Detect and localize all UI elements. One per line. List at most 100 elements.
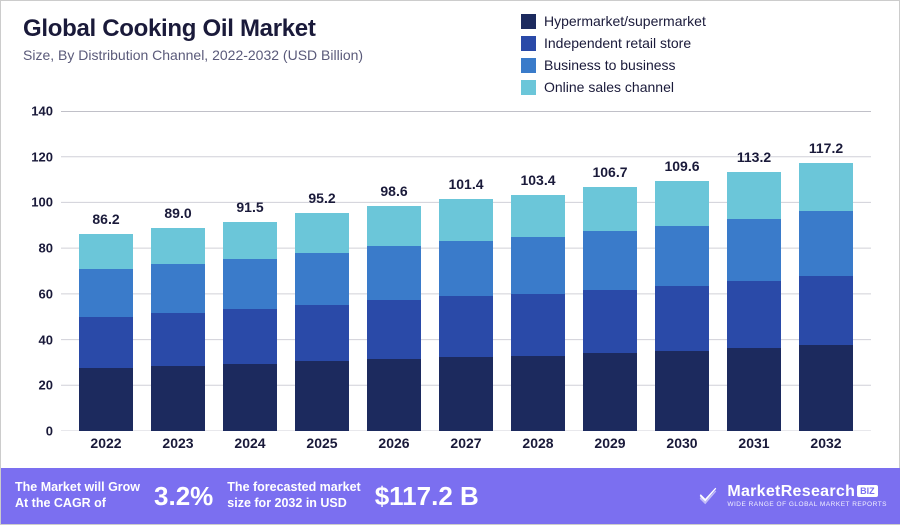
- y-tick-label: 120: [3, 149, 53, 164]
- bar-segment-b2b: [655, 226, 709, 286]
- checkmark-icon: [697, 485, 719, 507]
- bar-total-label: 117.2: [809, 140, 843, 156]
- y-tick-label: 100: [3, 195, 53, 210]
- legend-item: Independent retail store: [521, 33, 706, 53]
- x-tick-label: 2027: [450, 435, 481, 451]
- bar-segment-b2b: [223, 259, 277, 309]
- y-tick-label: 140: [3, 104, 53, 119]
- brand-text: MarketResearchBIZ WIDE RANGE OF GLOBAL M…: [727, 484, 887, 509]
- bar-segment-b2b: [583, 231, 637, 290]
- bar-segment-hypermarket: [223, 364, 277, 431]
- forecast-value: $117.2 B: [375, 481, 479, 512]
- x-tick-label: 2026: [378, 435, 409, 451]
- bar-segment-b2b: [79, 269, 133, 316]
- legend-swatch: [521, 80, 536, 95]
- chart-container: Global Cooking Oil Market Size, By Distr…: [0, 0, 900, 525]
- bar-segment-online: [583, 187, 637, 231]
- bar-segment-independent: [511, 294, 565, 355]
- legend-label: Online sales channel: [544, 77, 674, 97]
- bar-segment-hypermarket: [655, 351, 709, 431]
- chart-subtitle: Size, By Distribution Channel, 2022-2032…: [23, 47, 503, 63]
- bar-segment-independent: [727, 281, 781, 348]
- forecast-text: The forecasted marketsize for 2032 in US…: [227, 480, 360, 511]
- bar-total-label: 86.2: [92, 211, 119, 227]
- x-tick-label: 2032: [810, 435, 841, 451]
- bar-segment-online: [655, 181, 709, 226]
- y-tick-label: 60: [3, 286, 53, 301]
- bar-segment-b2b: [727, 219, 781, 281]
- bar-segment-online: [223, 222, 277, 259]
- x-tick-label: 2022: [90, 435, 121, 451]
- bar-segment-online: [79, 234, 133, 269]
- bar-segment-hypermarket: [79, 368, 133, 431]
- chart-area: 86.2 89.0 91.5 95.2 98.6 101.4 103.4 106.7 109.6…: [61, 111, 871, 431]
- y-tick-label: 80: [3, 241, 53, 256]
- x-tick-label: 2024: [234, 435, 265, 451]
- bar-total-label: 106.7: [592, 164, 627, 180]
- bar-segment-b2b: [799, 211, 853, 275]
- legend: Hypermarket/supermarketIndependent retai…: [521, 11, 706, 99]
- legend-swatch: [521, 36, 536, 51]
- bar-total-label: 109.6: [664, 158, 699, 174]
- bar-segment-b2b: [151, 264, 205, 313]
- cagr-value: 3.2%: [154, 481, 213, 512]
- bar-total-label: 91.5: [236, 199, 263, 215]
- footer-banner: The Market will GrowAt the CAGR of 3.2% …: [1, 468, 900, 524]
- bars: 86.2 89.0 91.5 95.2 98.6 101.4 103.4 106.7 109.6…: [61, 111, 871, 431]
- brand: MarketResearchBIZ WIDE RANGE OF GLOBAL M…: [697, 484, 887, 509]
- legend-item: Hypermarket/supermarket: [521, 11, 706, 31]
- chart-title: Global Cooking Oil Market: [23, 15, 503, 43]
- bar-segment-independent: [367, 300, 421, 359]
- bar-segment-independent: [151, 313, 205, 366]
- x-axis-labels: 2022 2023 2024 2025 2026 2027 2028 2029 2030 2031…: [61, 435, 871, 455]
- bar-segment-hypermarket: [511, 356, 565, 431]
- bar-total-label: 95.2: [308, 190, 335, 206]
- bar-segment-hypermarket: [151, 366, 205, 431]
- legend-swatch: [521, 58, 536, 73]
- bar-segment-online: [511, 195, 565, 238]
- bar-segment-b2b: [439, 241, 493, 297]
- bar-segment-independent: [439, 296, 493, 356]
- x-tick-label: 2025: [306, 435, 337, 451]
- y-tick-label: 20: [3, 378, 53, 393]
- bar-segment-independent: [295, 305, 349, 362]
- bar-segment-hypermarket: [295, 361, 349, 431]
- bar-segment-hypermarket: [727, 348, 781, 431]
- brand-tagline: WIDE RANGE OF GLOBAL MARKET REPORTS: [727, 502, 887, 509]
- bar-segment-hypermarket: [583, 353, 637, 431]
- bar-segment-online: [727, 172, 781, 219]
- legend-label: Independent retail store: [544, 33, 691, 53]
- brand-name: MarketResearch: [727, 483, 855, 500]
- bar-segment-independent: [655, 286, 709, 351]
- bar-segment-online: [799, 163, 853, 211]
- bar-segment-independent: [223, 309, 277, 364]
- legend-swatch: [521, 14, 536, 29]
- y-tick-label: 40: [3, 332, 53, 347]
- legend-item: Online sales channel: [521, 77, 706, 97]
- bar-segment-b2b: [295, 253, 349, 305]
- legend-label: Business to business: [544, 55, 676, 75]
- brand-suffix: BIZ: [857, 485, 878, 497]
- x-tick-label: 2029: [594, 435, 625, 451]
- x-tick-label: 2031: [738, 435, 769, 451]
- bar-total-label: 98.6: [380, 183, 407, 199]
- bar-segment-online: [367, 206, 421, 247]
- bar-segment-independent: [583, 290, 637, 354]
- x-tick-label: 2030: [666, 435, 697, 451]
- bar-total-label: 113.2: [737, 149, 771, 165]
- x-tick-label: 2028: [522, 435, 553, 451]
- bar-total-label: 101.4: [448, 176, 483, 192]
- bar-total-label: 103.4: [520, 172, 555, 188]
- bar-total-label: 89.0: [164, 205, 191, 221]
- bar-segment-independent: [79, 317, 133, 368]
- y-tick-label: 0: [3, 424, 53, 439]
- bar-segment-hypermarket: [439, 357, 493, 431]
- legend-label: Hypermarket/supermarket: [544, 11, 706, 31]
- header: Global Cooking Oil Market Size, By Distr…: [23, 15, 503, 63]
- x-tick-label: 2023: [162, 435, 193, 451]
- bar-segment-online: [439, 199, 493, 241]
- bar-segment-online: [295, 213, 349, 252]
- bar-segment-hypermarket: [367, 359, 421, 431]
- bar-segment-b2b: [511, 237, 565, 294]
- bar-segment-b2b: [367, 246, 421, 300]
